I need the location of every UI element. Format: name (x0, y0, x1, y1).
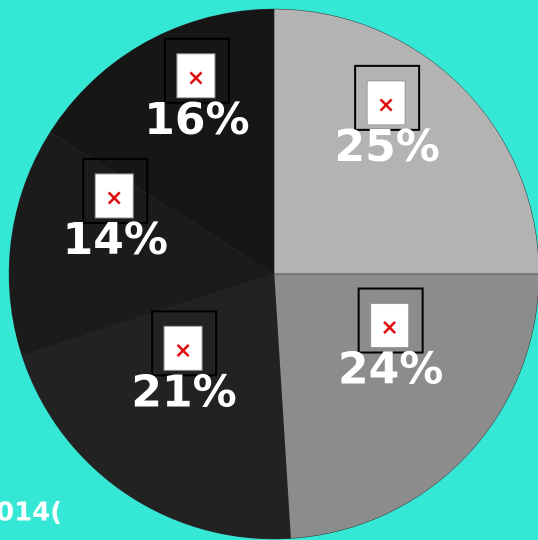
labels: 25% 24% 21% 14% 16% (63, 94, 444, 418)
image-frame (163, 37, 230, 104)
image-x: × (105, 186, 123, 211)
data-label: 16% (144, 94, 249, 145)
broken-images: × × × × × (82, 37, 424, 377)
data-label: 14% (63, 214, 168, 265)
image-placeholder (176, 53, 216, 99)
pie-slice (8, 131, 275, 357)
image-frame (82, 157, 149, 224)
data-label: 24% (338, 344, 443, 395)
image-frame (357, 287, 424, 354)
pie-slice (273, 8, 538, 275)
data-label: 21% (131, 366, 236, 417)
pie-slice (273, 273, 538, 539)
image-x: × (187, 66, 205, 91)
image-placeholder (163, 325, 203, 371)
pie-slice (49, 8, 275, 275)
image-placeholder (94, 173, 134, 219)
image-placeholder (370, 303, 410, 349)
data-label: 25% (334, 121, 439, 172)
footer-text: 014( (0, 498, 62, 528)
pie-slice (21, 273, 291, 540)
image-frame (354, 64, 421, 131)
image-x: × (377, 93, 395, 118)
image-x: × (380, 316, 398, 341)
image-x: × (174, 338, 192, 363)
image-placeholder (366, 80, 406, 126)
pie (8, 8, 538, 540)
image-frame (151, 310, 218, 377)
